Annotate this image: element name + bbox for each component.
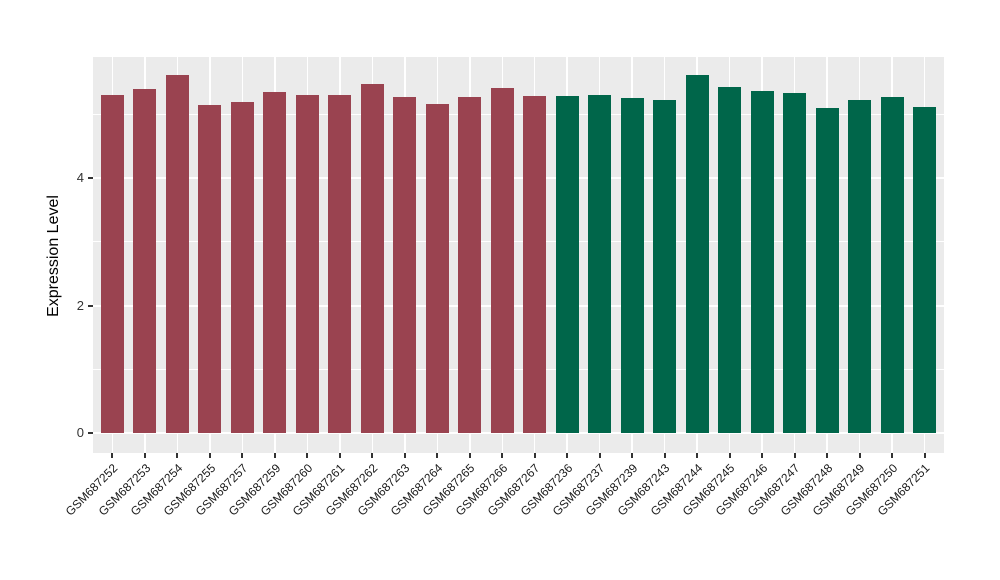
bar-GSM687254 [166, 74, 189, 434]
x-tick-mark [728, 453, 731, 458]
bar-GSM687239 [621, 98, 644, 434]
bar-GSM687263 [393, 97, 416, 434]
bar-GSM687253 [133, 88, 156, 434]
x-tick-mark [533, 453, 536, 458]
bar-GSM687267 [523, 95, 546, 434]
bar-GSM687260 [296, 95, 319, 434]
bar-GSM687266 [491, 87, 514, 434]
x-tick-mark [176, 453, 179, 458]
bar-GSM687249 [848, 100, 871, 434]
x-tick-mark [696, 453, 699, 458]
x-tick-mark [371, 453, 374, 458]
x-tick-mark [663, 453, 666, 458]
x-tick-mark [468, 453, 471, 458]
gridline-major-y4 [93, 177, 944, 180]
x-tick-mark [241, 453, 244, 458]
x-tick-mark [793, 453, 796, 458]
bar-GSM687247 [783, 93, 806, 434]
bar-GSM687265 [458, 96, 481, 434]
y-tick-mark-0 [88, 432, 93, 435]
gridline-minor-y1 [93, 368, 944, 370]
bar-GSM687262 [361, 84, 384, 434]
bar-GSM687244 [686, 75, 709, 434]
x-tick-mark [338, 453, 341, 458]
plot-panel [93, 57, 944, 453]
y-tick-label-4: 4 [76, 170, 84, 186]
bar-GSM687236 [556, 95, 579, 434]
x-tick-mark [761, 453, 764, 458]
x-tick-mark [891, 453, 894, 458]
gridline-major-y2 [93, 304, 944, 307]
bar-GSM687246 [751, 91, 774, 434]
x-tick-mark [143, 453, 146, 458]
x-tick-mark [306, 453, 309, 458]
gridline-minor-y5 [93, 113, 944, 115]
x-tick-mark [598, 453, 601, 458]
x-tick-mark [273, 453, 276, 458]
x-tick-mark [923, 453, 926, 458]
x-tick-mark [826, 453, 829, 458]
gridline-minor-y3 [93, 241, 944, 243]
x-tick-mark [501, 453, 504, 458]
x-tick-mark [403, 453, 406, 458]
bar-GSM687248 [816, 108, 839, 434]
bar-GSM687243 [653, 100, 676, 434]
y-tick-label-0: 0 [76, 425, 84, 441]
bar-GSM687245 [718, 86, 741, 434]
x-tick-mark [858, 453, 861, 458]
x-tick-mark [111, 453, 114, 458]
y-tick-mark-2 [88, 304, 93, 307]
y-tick-label-2: 2 [76, 297, 84, 313]
bar-GSM687259 [263, 92, 286, 434]
x-tick-mark [631, 453, 634, 458]
bar-GSM687264 [426, 104, 449, 434]
x-tick-mark [566, 453, 569, 458]
bar-GSM687257 [231, 101, 254, 434]
y-axis-title: Expression Level [45, 195, 62, 317]
x-tick-mark [436, 453, 439, 458]
bar-GSM687255 [198, 104, 221, 434]
bar-GSM687237 [588, 95, 611, 434]
bar-GSM687250 [881, 97, 904, 434]
gridline-major-y0 [93, 432, 944, 435]
x-tick-mark [208, 453, 211, 458]
y-tick-mark-4 [88, 177, 93, 180]
bar-GSM687252 [101, 94, 124, 434]
bar-GSM687261 [328, 95, 351, 434]
bar-GSM687251 [913, 107, 936, 434]
